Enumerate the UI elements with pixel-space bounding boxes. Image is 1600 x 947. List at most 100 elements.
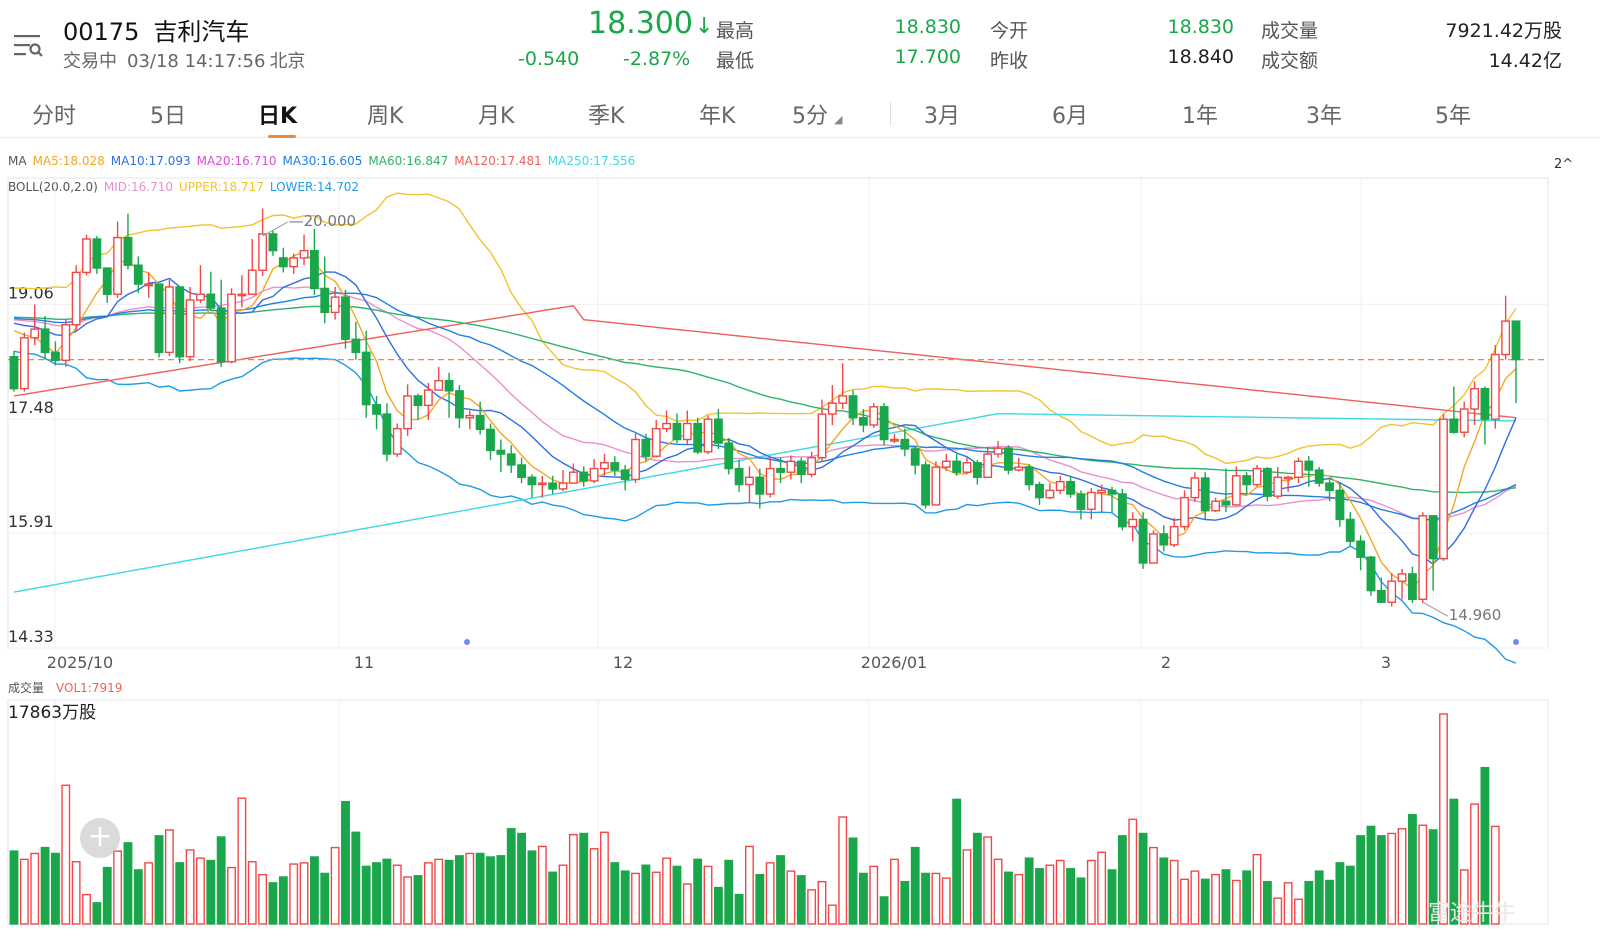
volume-bar (185, 849, 195, 925)
volume-bar (237, 797, 247, 925)
candle-body (1418, 515, 1428, 601)
volume-bar (600, 831, 609, 925)
menu-search-icon[interactable] (12, 30, 44, 62)
boll-upper-line (13, 192, 1517, 465)
volume-bar (641, 864, 651, 925)
ma-legend-item-5: MA60:16.847 (368, 154, 449, 168)
candle-body (1428, 515, 1438, 560)
candle-body (1003, 447, 1013, 471)
event-marker-dot (1513, 639, 1519, 645)
candle-body (1490, 353, 1500, 420)
candle-body (454, 390, 464, 419)
volume-bar (1003, 871, 1013, 925)
volume-bar (372, 862, 381, 925)
volume-bar (765, 862, 775, 925)
tab-5min-label: 5分 (792, 104, 828, 129)
volume-bar (1055, 859, 1065, 925)
tab-quarterly-k[interactable]: 季K (588, 104, 625, 129)
volume-bar (403, 876, 413, 925)
tab-divider (890, 102, 891, 126)
low-annotation-line (1422, 601, 1449, 617)
volume-bar (1418, 824, 1428, 925)
tab-1year[interactable]: 1年 (1182, 104, 1218, 129)
volume-bar (848, 837, 858, 925)
trade-location: 北京 (269, 51, 306, 72)
tab-yearly-k[interactable]: 年K (699, 104, 736, 129)
ma-legend: MA MA5:18.028 MA10:17.093 MA20:16.710 MA30:1… (8, 154, 641, 168)
tab-intraday[interactable]: 分时 (32, 104, 77, 129)
volume-bar (1076, 877, 1086, 925)
volume-bar (858, 872, 868, 925)
y-tick-label: 19.06 (8, 283, 54, 302)
collapse-indicator-button[interactable]: 2^ (1554, 157, 1574, 172)
last-price-value: 18.300 (588, 6, 693, 41)
trade-status: 交易中 (63, 51, 117, 72)
candle-body (993, 447, 1003, 455)
tab-6month[interactable]: 6月 (1052, 104, 1088, 129)
candle-body (320, 287, 330, 314)
volume-bar (40, 846, 50, 925)
volume-bar (1014, 873, 1024, 925)
volume-bar (693, 858, 703, 925)
volume-bar (651, 871, 661, 925)
candle-body (589, 467, 599, 482)
candle-body (185, 299, 195, 358)
ma-legend-item-4: MA30:16.605 (282, 154, 363, 168)
volume-bar (154, 835, 164, 925)
tab-5min[interactable]: 5分 ◢ (792, 98, 842, 130)
tab-monthly-k[interactable]: 月K (478, 104, 515, 129)
candle-body (506, 453, 516, 466)
ma250-line (13, 412, 1517, 593)
candle-body (1086, 491, 1096, 510)
x-tick-label: 12 (613, 653, 633, 672)
volume-bar (1407, 813, 1417, 925)
volume-bar (465, 852, 475, 925)
boll-lower-line (13, 350, 1517, 664)
tab-5day[interactable]: 5日 (150, 104, 186, 129)
tab-3year[interactable]: 3年 (1306, 104, 1342, 129)
candle-body (1128, 518, 1138, 528)
candle-body (672, 422, 682, 441)
candle-body (941, 460, 951, 468)
volume-bar (1242, 870, 1252, 925)
tab-daily-k[interactable]: 日K (258, 104, 298, 129)
volume-bar (1387, 832, 1397, 925)
high-annotation-line (262, 221, 288, 237)
add-indicator-button[interactable]: + (80, 818, 120, 858)
candle-body (1076, 493, 1086, 510)
ma120-line (13, 304, 1517, 419)
tab-3month[interactable]: 3月 (924, 104, 960, 129)
candle-body (693, 422, 703, 453)
y-tick-label: 14.33 (8, 627, 54, 646)
candle-body (1335, 489, 1345, 521)
tab-5year[interactable]: 5年 (1435, 104, 1471, 129)
volume-bar (506, 828, 516, 925)
volume-bar (1294, 898, 1303, 925)
volume-bar (278, 876, 288, 925)
volume-bar (1097, 851, 1107, 925)
x-tick-label: 2026/01 (861, 653, 927, 672)
volume-bar (1345, 865, 1355, 925)
low-annotation-label: 14.960 (1449, 606, 1502, 624)
candle-body (278, 257, 288, 268)
candle-body (1325, 482, 1334, 492)
candle-body (1200, 477, 1210, 512)
candle-body (983, 453, 993, 478)
volume-bar (838, 816, 848, 925)
volume-bar (1066, 868, 1076, 925)
candle-body (444, 379, 454, 392)
candle-body (879, 406, 889, 441)
candle-body (921, 464, 930, 506)
quote-label-low: 最低 (716, 50, 755, 72)
volume-bar (1159, 857, 1169, 925)
volume-bar (1138, 832, 1148, 925)
tab-weekly-k[interactable]: 周K (367, 104, 404, 129)
y-tick-label: 17.48 (8, 398, 54, 417)
volume-bar (1459, 869, 1469, 925)
boll-legend-item-1: MID:16.710 (103, 180, 173, 194)
volume-bar (496, 855, 506, 925)
candle-body (289, 257, 299, 268)
volume-bar (309, 856, 319, 925)
candle-body (662, 422, 672, 430)
